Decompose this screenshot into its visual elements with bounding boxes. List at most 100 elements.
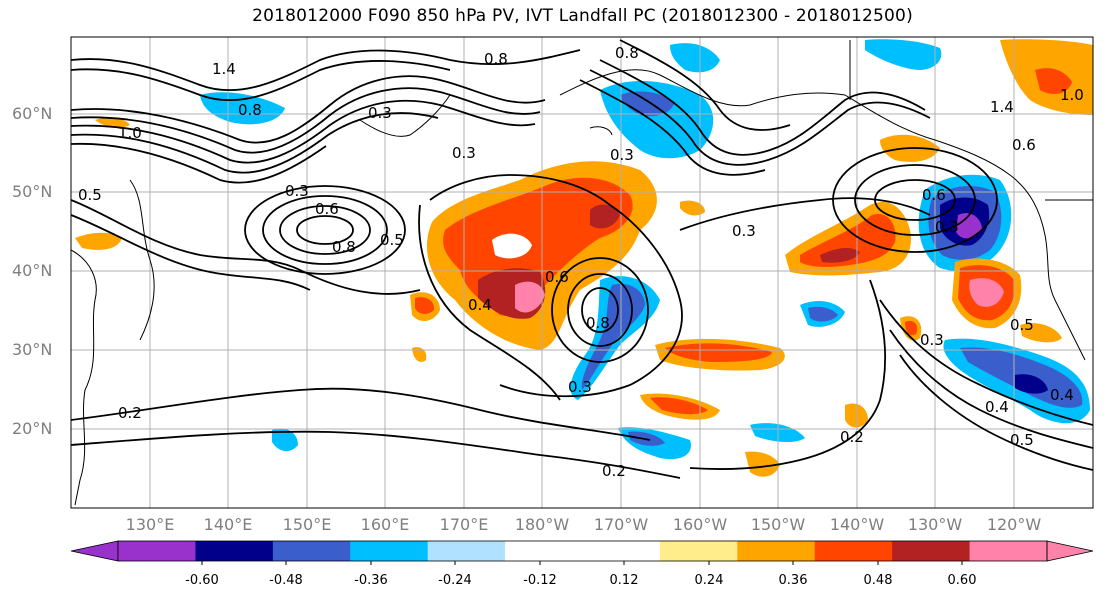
contour-label: 0.8 bbox=[586, 314, 610, 332]
shade-orange bbox=[745, 451, 780, 477]
contour-label: 0.8 bbox=[615, 44, 639, 62]
shade-orange bbox=[95, 117, 130, 128]
contour-label: 0.2 bbox=[602, 462, 626, 480]
colorbar-segment bbox=[582, 541, 661, 561]
colorbar-tick-label: 0.60 bbox=[947, 573, 977, 588]
lon-label: 180°W bbox=[514, 515, 570, 534]
contour-label: 0.3 bbox=[732, 222, 756, 240]
contour-label: 0.3 bbox=[285, 182, 309, 200]
contour-label: 0.6 bbox=[922, 186, 946, 204]
colorbar-segment bbox=[427, 541, 506, 561]
pv-contours bbox=[71, 39, 1093, 479]
lat-label: 30°N bbox=[12, 340, 53, 359]
shade-orange bbox=[680, 200, 705, 216]
coastlines bbox=[71, 40, 1093, 506]
colorbar-segment bbox=[969, 541, 1048, 561]
shade-darkred bbox=[590, 204, 620, 229]
contour-label: 0.5 bbox=[380, 231, 404, 249]
shade-cyan bbox=[670, 43, 720, 73]
shade-navy bbox=[1015, 374, 1048, 394]
contour-labels: 1.4 1.0 0.8 0.5 0.3 0.6 0.8 0.5 0.8 0.3 … bbox=[78, 44, 1084, 480]
shade-purple bbox=[956, 213, 982, 239]
contour-label: 1.4 bbox=[990, 98, 1014, 116]
shade-blue bbox=[808, 306, 838, 322]
lon-label: 170°W bbox=[593, 515, 649, 534]
colorbar-tick-label: 0.12 bbox=[609, 573, 639, 588]
lon-label: 150°E bbox=[282, 515, 332, 534]
lat-label: 60°N bbox=[12, 104, 53, 123]
colorbar-segment bbox=[659, 541, 738, 561]
shade-white-hole bbox=[492, 233, 532, 259]
contour-label: 0.3 bbox=[452, 144, 476, 162]
contour-label: 0.2 bbox=[840, 428, 864, 446]
lon-label: 140°E bbox=[203, 515, 253, 534]
lon-label: 160°W bbox=[672, 515, 728, 534]
colorbar-tick-label: -0.24 bbox=[438, 573, 472, 588]
contour-label: 0.5 bbox=[1010, 431, 1034, 449]
lat-label: 50°N bbox=[12, 182, 53, 201]
contour-label: 0.2 bbox=[118, 404, 142, 422]
contour-label: 0.3 bbox=[610, 146, 634, 164]
shade-cyan bbox=[865, 39, 942, 70]
colorbar-outline bbox=[117, 540, 1048, 562]
shade-red bbox=[905, 320, 918, 336]
shade-red bbox=[415, 297, 435, 314]
contour-label: 0.3 bbox=[935, 218, 959, 236]
shade-blue bbox=[581, 283, 645, 390]
colorbar-tick-label: -0.60 bbox=[185, 573, 219, 588]
map-title: 2018012000 F090 850 hPa PV, IVT Landfall… bbox=[252, 6, 913, 26]
lon-label: 120°W bbox=[986, 515, 1042, 534]
contour-label: 0.6 bbox=[1012, 136, 1036, 154]
colorbar-segment bbox=[272, 541, 351, 561]
shade-darkred bbox=[820, 248, 860, 263]
colorbar-extend-max bbox=[1046, 540, 1094, 562]
lon-label: 130°W bbox=[907, 515, 963, 534]
shade-orange bbox=[412, 347, 427, 362]
lon-label: 150°W bbox=[750, 515, 806, 534]
contour-label: 0.3 bbox=[920, 331, 944, 349]
lon-label: 140°W bbox=[829, 515, 885, 534]
colorbar-segment bbox=[195, 541, 274, 561]
shade-red bbox=[650, 397, 708, 415]
colorbar-segment bbox=[350, 541, 429, 561]
contour-label: 0.8 bbox=[332, 238, 356, 256]
lat-label: 20°N bbox=[12, 419, 53, 438]
lon-label: 160°E bbox=[360, 515, 410, 534]
contour-label: 0.6 bbox=[315, 200, 339, 218]
colorbar-tick-label: -0.48 bbox=[269, 573, 303, 588]
colorbar-tick-label: -0.36 bbox=[354, 573, 388, 588]
contour-label: 0.4 bbox=[468, 296, 492, 314]
colorbar-segment bbox=[892, 541, 971, 561]
colorbar-tick-label: -0.12 bbox=[523, 573, 557, 588]
shade-orange bbox=[1020, 323, 1062, 343]
shade-red bbox=[665, 343, 772, 362]
contour-label: 0.6 bbox=[545, 268, 569, 286]
contour-label: 0.8 bbox=[484, 50, 508, 68]
colorbar-segment bbox=[118, 541, 196, 561]
colorbar bbox=[70, 540, 1094, 565]
lon-label: 170°E bbox=[439, 515, 489, 534]
colorbar-segment bbox=[505, 541, 583, 561]
map-frame bbox=[70, 36, 1094, 509]
contour-label: 1.0 bbox=[1060, 86, 1084, 104]
shade-red bbox=[1035, 68, 1072, 94]
shade-pink bbox=[515, 281, 545, 313]
lat-label: 40°N bbox=[12, 261, 53, 280]
colorbar-extend-min bbox=[70, 540, 119, 562]
contour-label: 1.0 bbox=[118, 124, 142, 142]
contour-label: 0.3 bbox=[568, 378, 592, 396]
gridlines bbox=[71, 37, 1093, 508]
contour-label: 1.4 bbox=[212, 60, 236, 78]
colorbar-tick-label: 0.36 bbox=[778, 573, 808, 588]
shade-cyan bbox=[272, 428, 298, 452]
contour-label: 0.3 bbox=[368, 104, 392, 122]
contour-label: 0.5 bbox=[78, 186, 102, 204]
shading-layer bbox=[75, 39, 1093, 477]
contour-label: 0.5 bbox=[1010, 316, 1034, 334]
shade-orange bbox=[75, 232, 122, 250]
contour-label: 0.8 bbox=[238, 101, 262, 119]
colorbar-segment bbox=[737, 541, 816, 561]
colorbar-tick-label: 0.48 bbox=[863, 573, 893, 588]
contour-label: 0.4 bbox=[985, 398, 1009, 416]
